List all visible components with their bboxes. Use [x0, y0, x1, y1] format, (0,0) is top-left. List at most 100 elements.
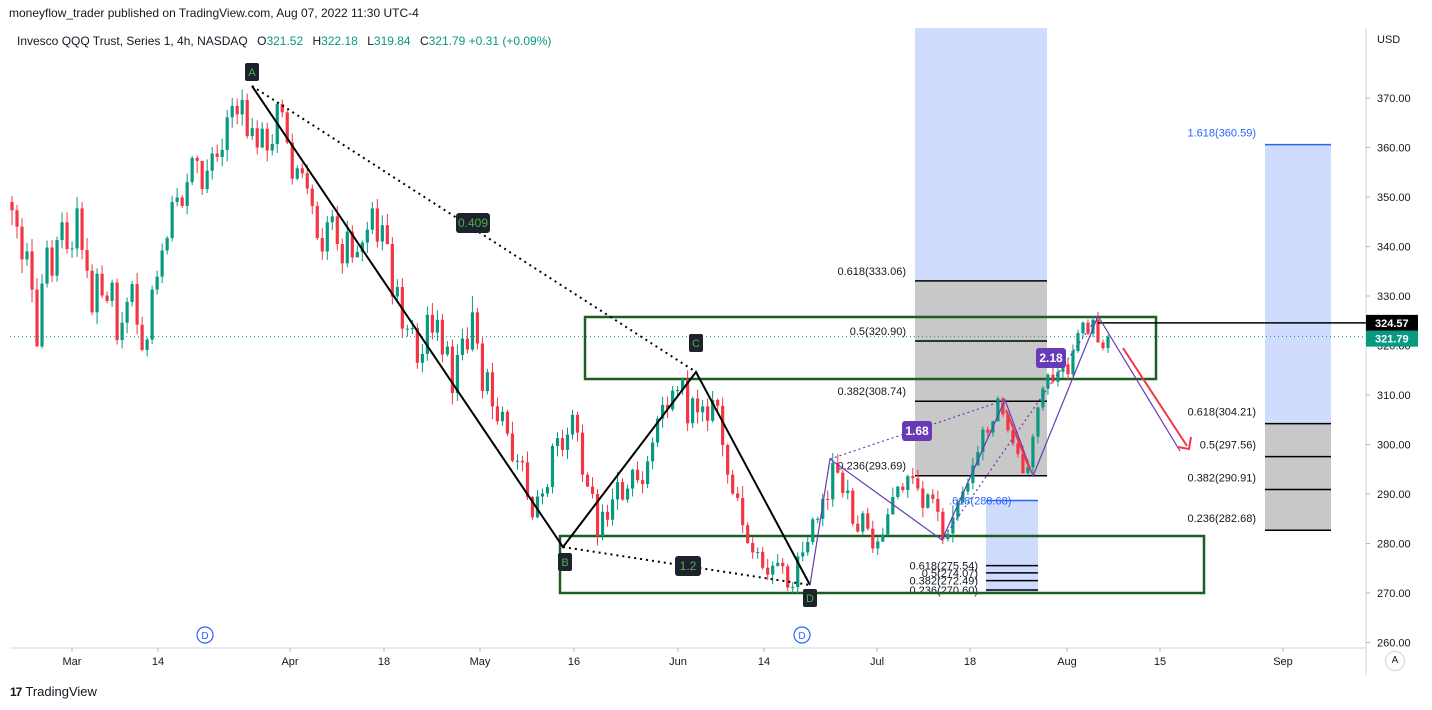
price-tag-label: 324.57 [1375, 318, 1409, 330]
candle-body [260, 128, 264, 148]
candle-body [630, 469, 635, 489]
candle-body [615, 482, 620, 500]
y-tick-label: 350.00 [1377, 192, 1411, 204]
candle-body [781, 562, 785, 567]
high-label: H [312, 34, 322, 48]
candle-body [956, 502, 960, 518]
candle-body [941, 511, 945, 540]
candle-body [190, 157, 194, 183]
high-value: 322.18 [321, 34, 358, 48]
candle-body [961, 491, 965, 503]
symbol-text: Invesco QQQ Trust, Series 1, 4h, NASDAQ [17, 34, 248, 48]
candle-body [160, 250, 164, 277]
harmonic-label-box [689, 334, 703, 352]
candle-body [665, 404, 670, 410]
candle-body [1021, 453, 1025, 474]
dividend-marker-icon [196, 626, 214, 644]
x-tick-label: Jul [870, 656, 884, 668]
candle-body [986, 429, 990, 433]
harmonic-label-c: C [692, 338, 700, 350]
ratio-label: 1.2 [680, 559, 697, 573]
candle-body [60, 222, 64, 241]
candle-body [290, 142, 294, 179]
candle-body [25, 251, 29, 260]
candle-body [115, 282, 119, 341]
candle-body [490, 372, 495, 407]
candle-body [370, 208, 374, 230]
fib-level-label: 0.618(333.06) [838, 266, 907, 278]
brand-label: TradingView [25, 684, 97, 699]
candle-body [355, 251, 359, 258]
red-arrow-shaft [1122, 347, 1188, 447]
candle-body [535, 496, 540, 518]
candle-body [686, 379, 690, 424]
candle-body [205, 170, 209, 190]
candle-body [846, 490, 850, 494]
fib-right-label: 0.618(304.21) [1188, 407, 1257, 419]
candle-body [906, 476, 910, 491]
candle-body [811, 519, 815, 543]
candle-body [510, 433, 515, 461]
candle-body [806, 542, 810, 553]
fib-right-label: 0.236(282.68) [1188, 513, 1257, 525]
symbol-legend: Invesco QQQ Trust, Series 1, 4h, NASDAQ … [17, 34, 551, 48]
candle-body [590, 486, 595, 494]
candle-body [1016, 443, 1020, 454]
tradingview-brand[interactable]: 17 TradingView [10, 684, 97, 699]
price-tag-label: 321.79 [1375, 334, 1409, 346]
candle-body [285, 112, 289, 143]
harmonic-label-box [245, 63, 259, 81]
fib-right-label: 0.382(290.91) [1188, 472, 1257, 484]
candle-body [365, 229, 369, 243]
ratio-label: 1.68 [905, 424, 929, 438]
candle-body [500, 411, 505, 422]
candle-body [335, 216, 339, 245]
candle-body [130, 284, 134, 302]
candle-body [515, 460, 520, 462]
candle-body [625, 488, 630, 500]
candle-body [916, 478, 920, 489]
y-tick-label: 310.00 [1377, 390, 1411, 402]
candle-body [380, 225, 384, 242]
currency-label[interactable]: USD [1377, 34, 1401, 46]
y-tick-label: 290.00 [1377, 489, 1411, 501]
ratio-label-box [675, 556, 701, 576]
candle-body [1066, 364, 1070, 375]
candle-body [340, 244, 344, 264]
candle-body [620, 482, 625, 500]
candle-body [1041, 388, 1045, 408]
candle-body [886, 514, 890, 535]
candle-body [155, 276, 159, 290]
y-tick-label: 270.00 [1377, 588, 1411, 600]
candle-body [40, 283, 44, 347]
x-tick-label: 14 [758, 656, 770, 668]
fib-extension-label: 1.618(360.59) [1188, 128, 1257, 140]
fib-zone-right [1265, 423, 1331, 531]
candle-body [976, 451, 980, 466]
auto-scale-button[interactable]: A [1385, 651, 1405, 671]
x-tick-label: Aug [1057, 656, 1077, 668]
ratio-label: 0.409 [458, 216, 488, 230]
candle-body [345, 231, 349, 264]
candle-body [650, 442, 655, 462]
candle-body [1096, 319, 1100, 343]
candle-body [681, 379, 685, 391]
candle-body [180, 197, 184, 206]
candle-body [1086, 322, 1090, 334]
candle-body [435, 319, 439, 333]
candle-body [280, 103, 284, 113]
candle-body [921, 488, 925, 508]
candle-body [1106, 336, 1110, 348]
candle-body [881, 534, 885, 542]
candle-body [455, 354, 460, 394]
x-tick-label: May [470, 656, 491, 668]
candle-body [565, 434, 570, 450]
candle-body [105, 295, 109, 301]
candle-body [876, 541, 880, 549]
candle-body [1061, 364, 1065, 372]
candle-body [1101, 342, 1105, 348]
candle-body [465, 338, 470, 350]
fib-level-label: 0.382(308.74) [838, 386, 907, 398]
candle-body [981, 429, 985, 452]
